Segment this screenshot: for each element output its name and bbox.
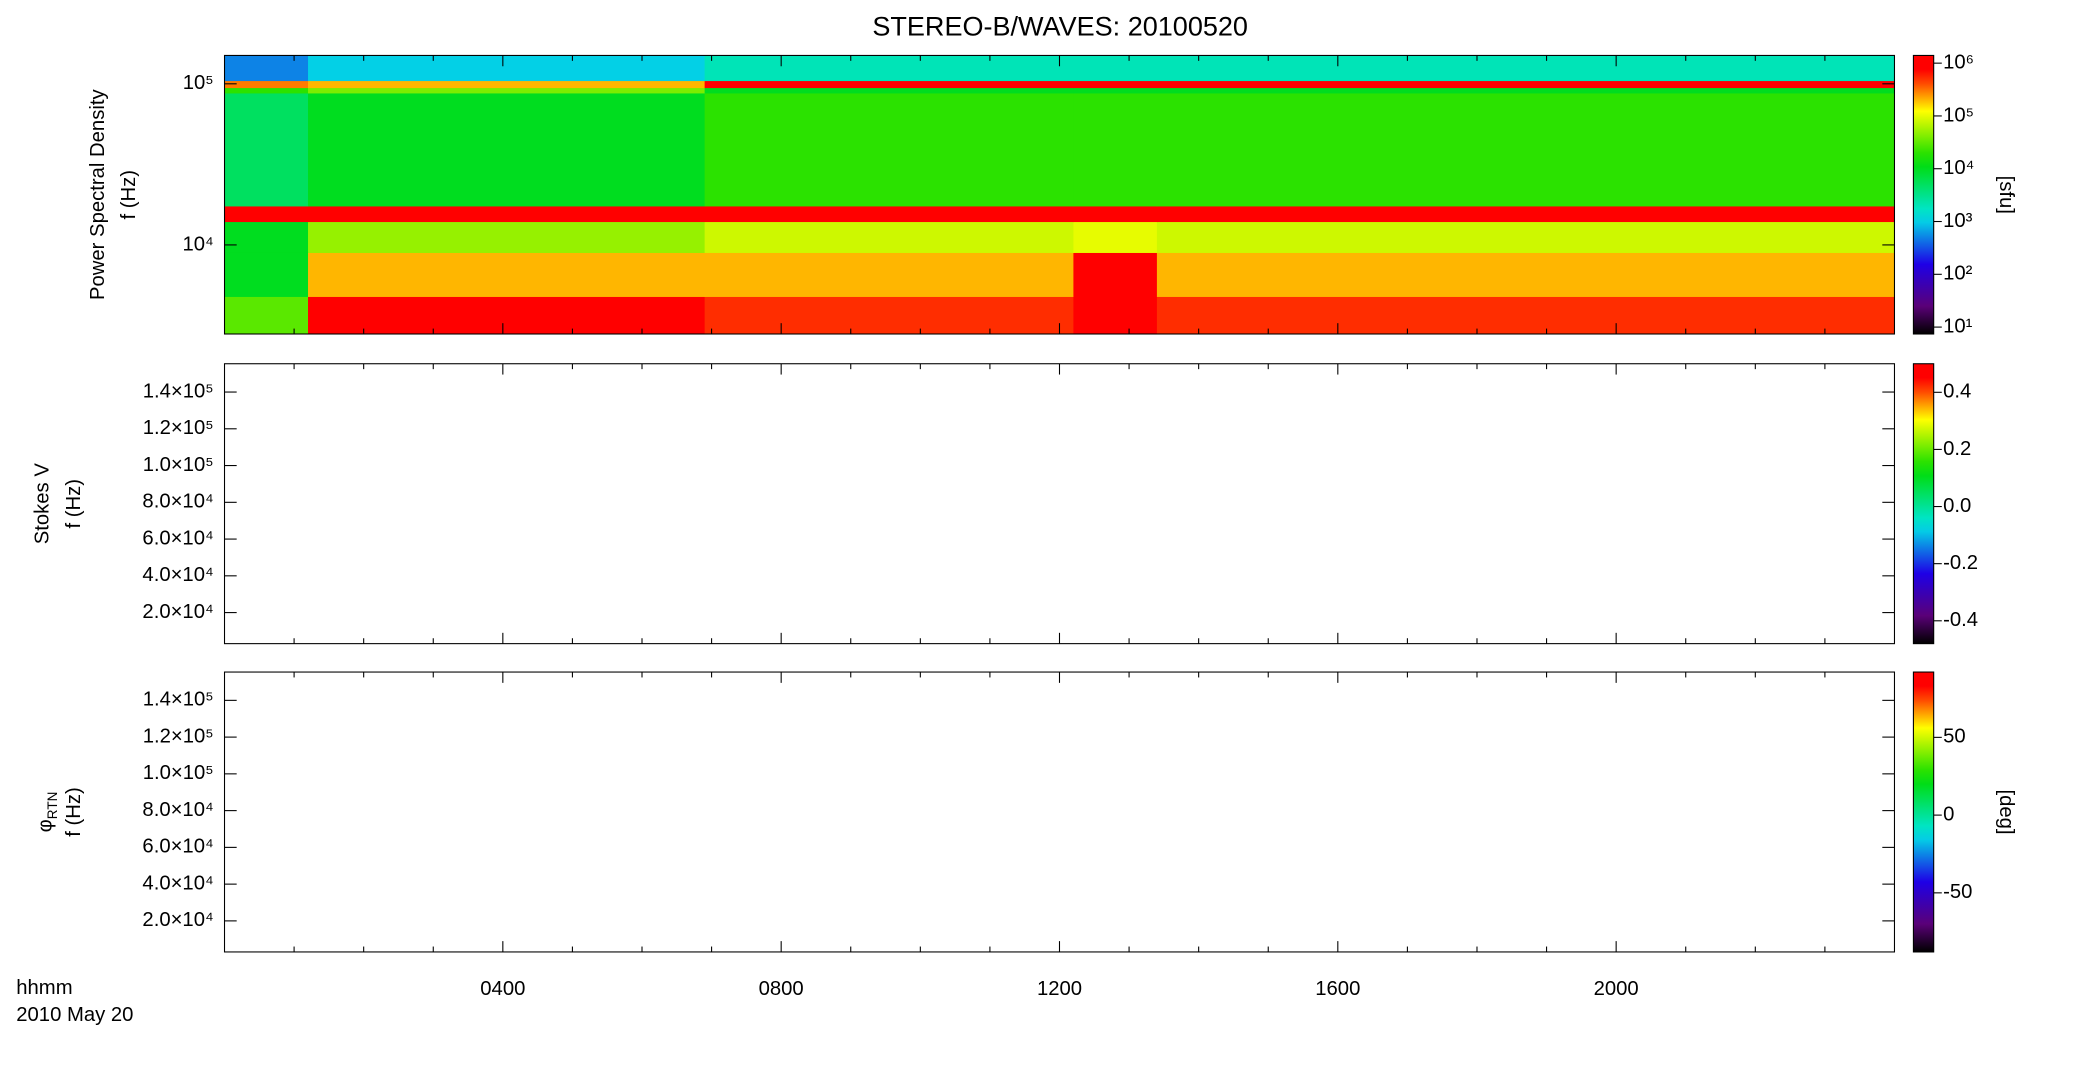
heatmap-cell xyxy=(704,205,1075,223)
heatmap-cell xyxy=(704,55,1075,82)
colorbar-tick-label: -50 xyxy=(1943,881,1972,903)
colorbar xyxy=(1912,671,1935,953)
y-axis-label: φRTN xyxy=(34,792,59,833)
heatmap-cell xyxy=(308,55,706,82)
x-tick-label: 1200 xyxy=(1037,978,1082,1000)
heatmap-cell xyxy=(224,55,309,82)
plot-frame xyxy=(223,671,1896,953)
x-tick-label: 2000 xyxy=(1594,978,1639,1000)
heatmap-cell xyxy=(1073,205,1158,223)
heatmap-cell xyxy=(224,296,309,334)
colorbar-tick-label: 0.0 xyxy=(1943,495,1971,517)
heatmap-cell xyxy=(1073,296,1158,334)
heatmap-cell xyxy=(704,252,1075,297)
y-tick-label: 1.2×10⁵ xyxy=(143,417,214,439)
heatmap-cell xyxy=(308,221,706,253)
heatmap-cell xyxy=(1073,92,1158,207)
heatmap-cell xyxy=(224,252,309,297)
x-tick-label: 0400 xyxy=(480,978,525,1000)
y-axis-label: f (Hz) xyxy=(63,787,85,837)
colorbar-tick-label: 10³ xyxy=(1943,210,1973,232)
heatmap-cell xyxy=(704,221,1075,253)
y-axis-label: f (Hz) xyxy=(63,479,85,529)
y-tick-label: 6.0×10⁴ xyxy=(142,527,213,549)
y-axis-label: Power Spectral Density xyxy=(87,89,109,300)
colorbar-label: [deg] xyxy=(1995,789,2017,834)
heatmap-cell xyxy=(1073,87,1158,94)
heatmap-cell xyxy=(1156,55,1895,82)
y-tick-label: 4.0×10⁴ xyxy=(142,872,213,894)
y-tick-label: 10⁴ xyxy=(182,233,213,255)
heatmap-cell xyxy=(308,92,706,207)
heatmap-cell xyxy=(704,87,1075,94)
colorbar xyxy=(1912,54,1935,335)
plot-frame xyxy=(223,363,1896,645)
heatmap-cell xyxy=(1156,80,1895,89)
colorbar-tick-label: 10⁶ xyxy=(1943,52,1974,74)
colorbar-tick-label: 10⁵ xyxy=(1943,104,1974,126)
y-tick-label: 1.0×10⁵ xyxy=(143,762,214,784)
x-axis-label: hhmm xyxy=(16,977,72,999)
y-tick-label: 1.2×10⁵ xyxy=(143,725,214,747)
heatmap-cell xyxy=(308,205,706,223)
heatmap-cell xyxy=(1156,221,1895,253)
y-axis-label: f (Hz) xyxy=(118,170,140,220)
chart-title: STEREO-B/WAVES: 20100520 xyxy=(872,12,1248,42)
heatmap-cell xyxy=(1156,87,1895,94)
heatmap-cell xyxy=(308,296,706,334)
y-tick-label: 8.0×10⁴ xyxy=(142,799,213,821)
date-label: 2010 May 20 xyxy=(16,1004,133,1026)
y-axis-label-subscript: RTN xyxy=(44,792,59,820)
heatmap-cell xyxy=(224,221,309,253)
heatmap-cell xyxy=(1073,221,1158,253)
heatmap xyxy=(224,55,1895,334)
colorbar-tick-label: 0.4 xyxy=(1943,381,1971,403)
y-tick-label: 1.4×10⁵ xyxy=(143,380,214,402)
colorbar-tick-label: 0.2 xyxy=(1943,438,1971,460)
heatmap-cell xyxy=(224,205,309,223)
heatmap-cell xyxy=(224,92,309,207)
heatmap-cell xyxy=(1156,92,1895,207)
heatmap-cell xyxy=(224,87,309,94)
y-tick-label: 4.0×10⁴ xyxy=(142,564,213,586)
colorbar-tick-label: 10⁴ xyxy=(1943,157,1974,179)
colorbar-tick-label: -0.2 xyxy=(1943,552,1978,574)
y-tick-label: 6.0×10⁴ xyxy=(142,836,213,858)
colorbar-label: [sfu] xyxy=(1995,176,2017,214)
x-tick-label: 1600 xyxy=(1315,978,1360,1000)
heatmap-cell xyxy=(1073,252,1158,297)
y-tick-label: 10⁵ xyxy=(183,72,214,94)
heatmap-cell xyxy=(1073,80,1158,89)
y-tick-label: 1.4×10⁵ xyxy=(143,689,214,711)
heatmap-cell xyxy=(704,296,1075,334)
colorbar-tick-label: 10² xyxy=(1943,263,1973,285)
y-tick-label: 1.0×10⁵ xyxy=(143,454,214,476)
y-tick-label: 2.0×10⁴ xyxy=(142,601,213,623)
heatmap-cell xyxy=(224,80,309,89)
colorbar-tick-label: 50 xyxy=(1943,726,1966,748)
colorbar-tick-label: -0.4 xyxy=(1943,609,1978,631)
heatmap-cell xyxy=(308,80,706,89)
heatmap-cell xyxy=(308,87,706,94)
heatmap-cell xyxy=(1156,205,1895,223)
y-tick-label: 8.0×10⁴ xyxy=(142,491,213,513)
colorbar-tick-label: 0 xyxy=(1943,803,1954,825)
x-tick-label: 0800 xyxy=(759,978,804,1000)
colorbar-tick-label: 10¹ xyxy=(1943,315,1973,337)
heatmap-cell xyxy=(1073,55,1158,82)
heatmap-cell xyxy=(1156,252,1895,297)
heatmap-cell xyxy=(1156,296,1895,334)
colorbar xyxy=(1912,363,1935,645)
y-tick-label: 2.0×10⁴ xyxy=(142,909,213,931)
heatmap-cell xyxy=(308,252,706,297)
heatmap-cell xyxy=(704,92,1075,207)
y-axis-label: Stokes V xyxy=(32,463,54,545)
heatmap-cell xyxy=(704,80,1075,89)
